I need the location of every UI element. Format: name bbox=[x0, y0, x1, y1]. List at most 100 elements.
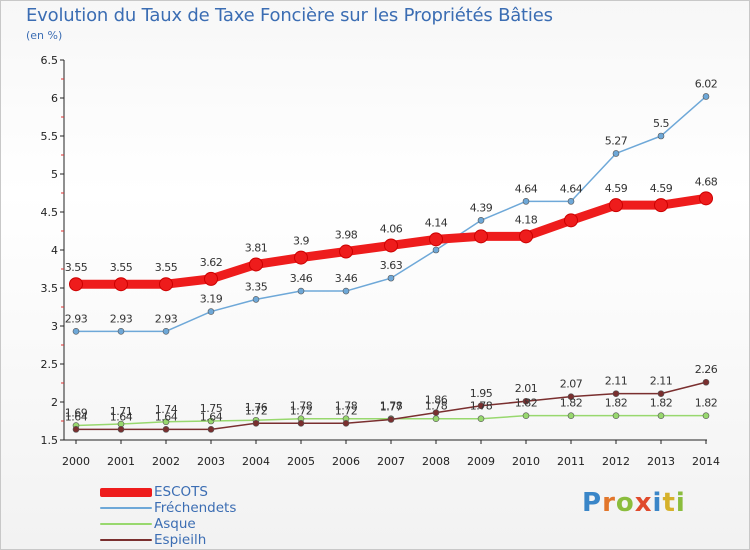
data-label-frechendets: 3.35 bbox=[245, 280, 268, 293]
data-label-espieilh: 1.64 bbox=[110, 410, 133, 423]
y-tick-label: 5.5 bbox=[41, 130, 59, 143]
y-tick-label: 6 bbox=[51, 92, 58, 105]
y-tick-label: 6.5 bbox=[41, 54, 59, 67]
data-label-asque: 1.74 bbox=[155, 403, 178, 416]
x-tick-label: 2006 bbox=[332, 455, 360, 468]
legend-swatch bbox=[100, 487, 152, 497]
data-point-escots bbox=[384, 238, 398, 253]
data-point-espieilh bbox=[567, 393, 575, 400]
data-label-asque: 1.78 bbox=[425, 400, 448, 413]
data-point-espieilh bbox=[162, 426, 170, 433]
data-point-escots bbox=[474, 229, 488, 244]
data-point-espieilh bbox=[657, 390, 665, 397]
data-label-asque: 1.71 bbox=[110, 405, 133, 418]
y-tick-label: 4.5 bbox=[41, 206, 59, 219]
data-label-asque: 1.75 bbox=[200, 402, 223, 415]
data-point-espieilh bbox=[207, 426, 215, 433]
data-label-escots: 4.06 bbox=[380, 222, 403, 235]
legend-item-frechendets: Fréchendets bbox=[100, 500, 300, 516]
data-point-asque bbox=[432, 415, 440, 423]
data-label-frechendets: 2.93 bbox=[65, 312, 88, 325]
legend-label: Fréchendets bbox=[154, 500, 237, 516]
data-label-frechendets: 2.93 bbox=[110, 312, 133, 325]
data-label-espieilh: 1.77 bbox=[380, 400, 403, 413]
data-label-espieilh: 2.01 bbox=[515, 382, 538, 395]
data-label-asque: 1.78 bbox=[290, 400, 313, 413]
data-point-espieilh bbox=[342, 419, 350, 427]
x-tick-label: 2002 bbox=[152, 455, 180, 468]
x-tick-label: 2011 bbox=[557, 455, 585, 468]
x-tick-label: 2005 bbox=[287, 455, 315, 468]
y-tick-label: 3 bbox=[51, 320, 58, 333]
data-label-frechendets: 6.02 bbox=[695, 77, 718, 90]
data-point-asque bbox=[567, 412, 575, 419]
x-tick-label: 2004 bbox=[242, 455, 270, 468]
legend-item-espieilh: Espieilh bbox=[100, 532, 300, 548]
data-label-frechendets: 3.46 bbox=[290, 272, 313, 285]
data-point-escots bbox=[204, 271, 218, 286]
x-tick-label: 2007 bbox=[377, 455, 405, 468]
data-label-escots: 3.62 bbox=[200, 256, 223, 269]
x-tick-label: 2008 bbox=[422, 455, 450, 468]
x-tick-label: 2010 bbox=[512, 455, 540, 468]
chart-title: Evolution du Taux de Taxe Foncière sur l… bbox=[26, 5, 553, 26]
legend-label: Asque bbox=[154, 516, 196, 532]
data-point-frechendets bbox=[702, 93, 710, 100]
data-point-frechendets bbox=[117, 328, 125, 335]
data-label-asque: 1.76 bbox=[245, 401, 268, 414]
data-label-frechendets: 5.5 bbox=[653, 117, 669, 130]
data-label-escots: 4.14 bbox=[425, 216, 448, 229]
data-point-escots bbox=[609, 198, 623, 213]
legend-swatch bbox=[100, 523, 152, 525]
data-label-asque: 1.82 bbox=[605, 397, 628, 410]
x-tick-label: 2013 bbox=[647, 455, 675, 468]
data-point-espieilh bbox=[702, 378, 710, 386]
data-label-asque: 1.82 bbox=[650, 397, 673, 410]
data-point-escots bbox=[249, 257, 263, 272]
legend-label: Espieilh bbox=[154, 532, 207, 548]
data-point-frechendets bbox=[522, 198, 530, 205]
data-label-espieilh: 1.95 bbox=[470, 387, 493, 400]
data-point-frechendets bbox=[207, 308, 215, 315]
y-tick-label: 1.5 bbox=[41, 434, 59, 447]
y-tick-label: 3.5 bbox=[41, 282, 59, 295]
data-label-frechendets: 3.63 bbox=[380, 259, 403, 272]
data-label-asque: 1.69 bbox=[65, 407, 88, 420]
data-label-espieilh: 1.72 bbox=[335, 404, 358, 417]
data-label-escots: 4.59 bbox=[605, 182, 628, 195]
data-point-escots bbox=[114, 277, 128, 292]
data-point-escots bbox=[294, 250, 308, 265]
data-label-asque: 1.78 bbox=[380, 400, 403, 413]
data-point-escots bbox=[699, 191, 713, 206]
chart-subtitle: (en %) bbox=[26, 29, 63, 42]
data-point-espieilh bbox=[612, 390, 620, 397]
data-label-escots: 4.18 bbox=[515, 213, 538, 226]
data-point-frechendets bbox=[72, 328, 80, 335]
data-label-asque: 1.82 bbox=[560, 397, 583, 410]
data-point-frechendets bbox=[477, 217, 485, 224]
data-label-asque: 1.82 bbox=[515, 397, 538, 410]
data-point-asque bbox=[522, 412, 530, 419]
data-point-frechendets bbox=[252, 296, 260, 303]
data-point-asque bbox=[207, 417, 215, 425]
y-tick-label: 5 bbox=[51, 168, 58, 181]
data-point-frechendets bbox=[297, 287, 305, 295]
x-tick-label: 2001 bbox=[107, 455, 135, 468]
x-tick-label: 2009 bbox=[467, 455, 495, 468]
data-point-espieilh bbox=[477, 402, 485, 410]
data-label-frechendets: 3.46 bbox=[335, 272, 358, 285]
data-label-espieilh: 1.64 bbox=[65, 410, 88, 423]
legend-swatch bbox=[100, 507, 152, 509]
data-label-frechendets: 2.93 bbox=[155, 312, 178, 325]
data-point-espieilh bbox=[72, 426, 80, 433]
data-label-escots: 4.68 bbox=[695, 175, 718, 188]
data-label-espieilh: 1.86 bbox=[425, 394, 448, 407]
data-point-asque bbox=[477, 415, 485, 423]
data-label-frechendets: 4.39 bbox=[470, 201, 493, 214]
data-point-frechendets bbox=[612, 150, 620, 157]
data-point-espieilh bbox=[387, 416, 395, 423]
data-point-espieilh bbox=[432, 409, 440, 416]
data-point-asque bbox=[162, 418, 170, 426]
data-label-asque: 1.82 bbox=[695, 397, 718, 410]
